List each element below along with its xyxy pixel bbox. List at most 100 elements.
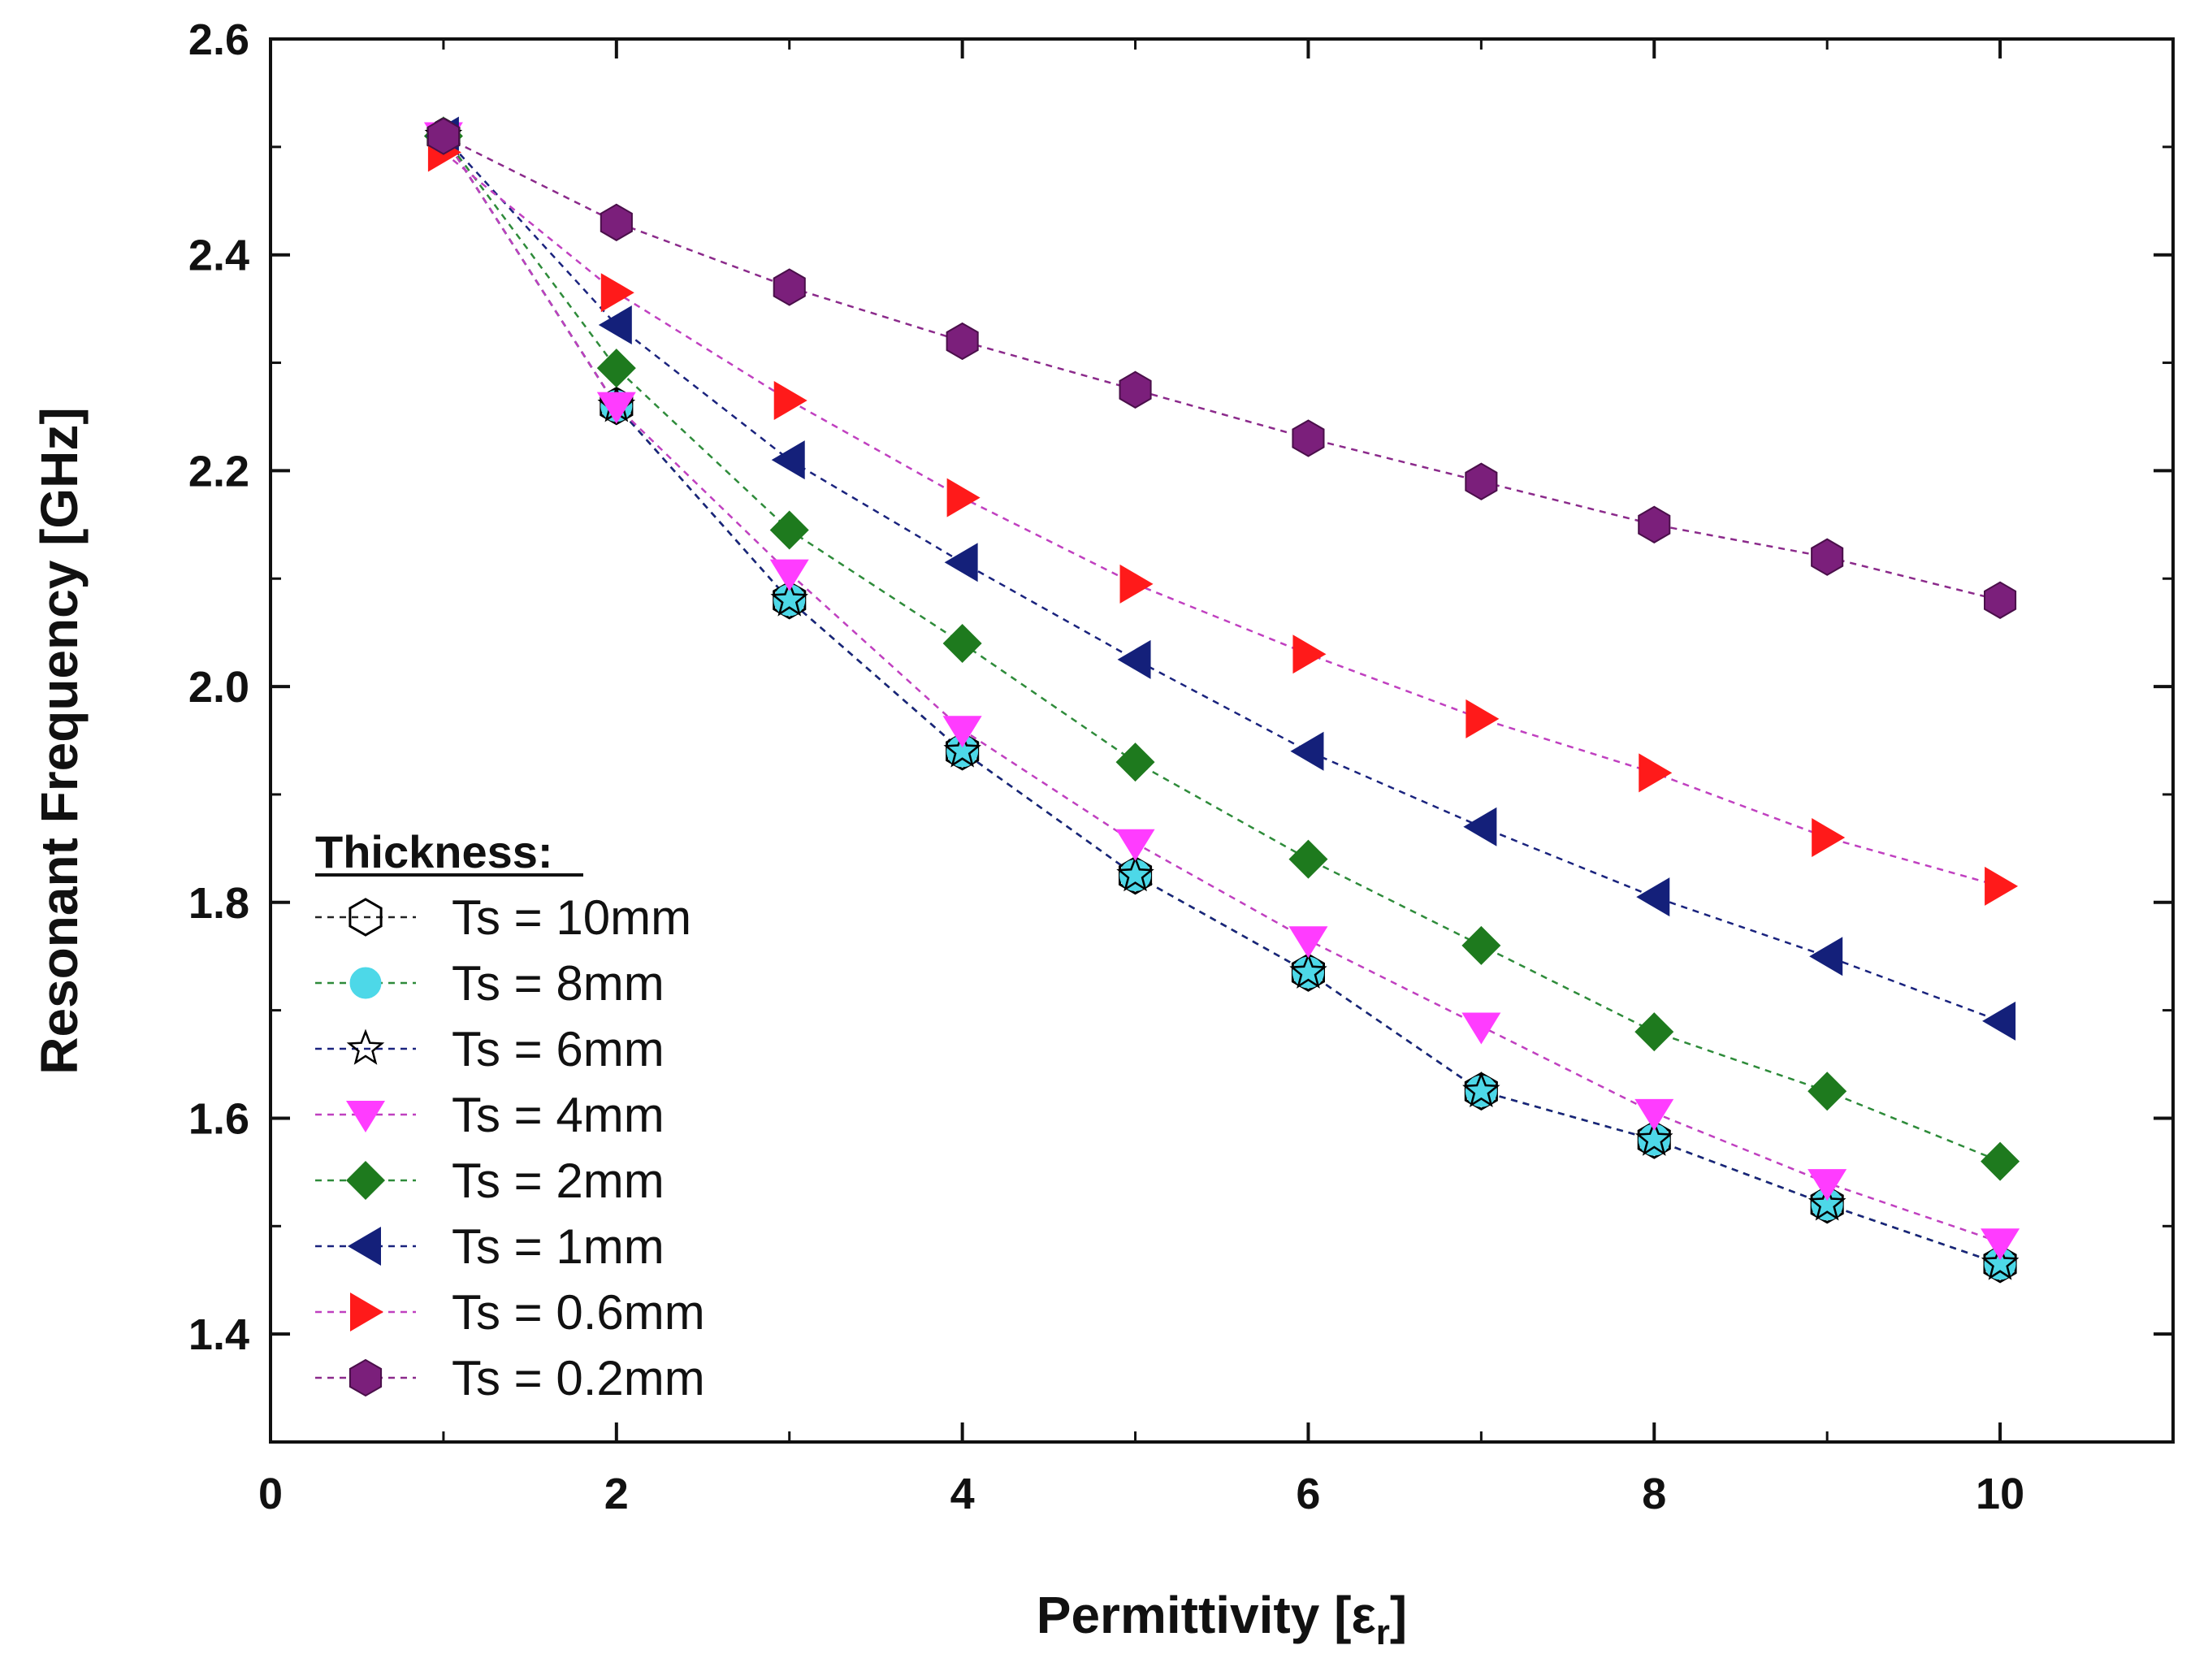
y-tick-label: 2.0	[188, 663, 249, 712]
data-point-ts0-6mm	[773, 381, 807, 421]
data-point-ts4mm	[596, 392, 636, 424]
legend-label: Ts = 8mm	[452, 956, 665, 1011]
data-point-ts0-2mm	[1292, 419, 1325, 457]
data-point-ts10mm	[773, 581, 807, 620]
data-point-ts2mm	[769, 510, 809, 550]
data-point-ts0-2mm	[1984, 581, 2017, 619]
data-point-ts0-6mm	[1639, 753, 1673, 793]
data-point-ts0-6mm	[600, 273, 634, 313]
data-point-ts6mm	[770, 580, 808, 617]
x-axis-title-main: Permittivity [ε	[1037, 1586, 1376, 1644]
data-point-ts6mm	[1116, 855, 1154, 892]
data-point-ts0-2mm	[1119, 370, 1152, 409]
plot-frame	[269, 37, 2175, 1444]
series-line-ts1mm	[442, 135, 2001, 1023]
data-point-ts6mm	[1635, 1119, 1673, 1156]
series-line-ts10mm	[442, 135, 2001, 1265]
y-axis-title: Resonant Frequency [GHz]	[30, 407, 89, 1074]
data-point-ts2mm	[596, 349, 636, 388]
y-tick-label: 1.4	[188, 1310, 249, 1359]
data-point-ts2mm	[942, 623, 982, 663]
legend-marker	[349, 1358, 383, 1397]
data-point-ts10mm	[946, 732, 980, 771]
legend-label: Ts = 6mm	[452, 1022, 665, 1076]
data-point-ts4mm	[1461, 1012, 1501, 1045]
x-tick-label: 6	[1296, 1470, 1320, 1518]
legend-marker	[346, 1161, 385, 1200]
data-point-ts1mm	[1636, 877, 1670, 917]
data-point-ts0-2mm	[1465, 462, 1498, 500]
x-tick-label: 2	[604, 1470, 629, 1518]
data-point-ts10mm	[1810, 1184, 1844, 1224]
data-point-ts6mm	[1462, 1071, 1500, 1107]
series-markers	[423, 116, 2020, 1284]
x-axis-title-sub: r	[1376, 1613, 1390, 1652]
data-point-ts10mm	[1983, 1245, 2017, 1284]
data-point-ts4mm	[1115, 829, 1155, 861]
data-point-ts0-6mm	[946, 478, 981, 517]
data-point-ts1mm	[771, 440, 805, 480]
data-point-ts0-2mm	[426, 117, 460, 155]
data-point-ts0-2mm	[1638, 505, 1671, 543]
x-tick-label: 10	[1976, 1470, 2024, 1518]
y-tick-label: 1.6	[188, 1094, 249, 1143]
legend-marker	[348, 1227, 381, 1266]
series-line-ts0-6mm	[443, 151, 2001, 888]
legend-label: Ts = 4mm	[452, 1088, 665, 1142]
data-point-ts1mm	[1463, 807, 1497, 846]
data-point-ts2mm	[1808, 1072, 1847, 1111]
data-point-ts1mm	[1809, 937, 1843, 976]
x-tick-label: 8	[1642, 1470, 1666, 1518]
legend-label: Ts = 2mm	[452, 1154, 665, 1208]
axis-ticks: 0 2 4 6 8 10 1.4 1.6 1.8 2.0 2.2 2.4 2.6	[188, 15, 2173, 1518]
data-point-ts0-6mm	[1812, 818, 1846, 858]
data-point-ts10mm	[1637, 1120, 1671, 1159]
data-point-ts0-2mm	[946, 322, 979, 361]
data-point-ts1mm	[1290, 731, 1324, 771]
data-point-ts4mm	[769, 559, 809, 591]
legend-marker	[349, 967, 382, 999]
series-line-ts2mm	[442, 135, 2001, 1163]
y-tick-label: 2.2	[188, 447, 249, 496]
legend-label: Ts = 0.2mm	[452, 1351, 705, 1405]
data-point-ts0-6mm	[1985, 866, 2019, 906]
data-point-ts10mm	[1464, 1072, 1498, 1111]
legend-title: Thickness:	[315, 826, 553, 877]
data-point-ts1mm	[1982, 1001, 2016, 1041]
data-point-ts2mm	[1461, 925, 1501, 965]
data-point-ts4mm	[1634, 1098, 1674, 1131]
legend-marker	[350, 1292, 383, 1331]
series-lines	[442, 135, 2001, 1265]
y-tick-label: 2.4	[188, 232, 249, 280]
data-point-ts6mm	[1808, 1184, 1846, 1221]
data-point-ts4mm	[1981, 1228, 2020, 1261]
data-point-ts4mm	[1288, 926, 1328, 959]
data-point-ts0-2mm	[600, 203, 633, 241]
series-line-ts0-2mm	[443, 135, 2001, 602]
legend-label: Ts = 0.6mm	[452, 1285, 705, 1340]
data-point-ts6mm	[1981, 1244, 2020, 1280]
data-point-ts0-6mm	[1119, 564, 1154, 604]
data-point-ts4mm	[1808, 1169, 1847, 1202]
data-point-ts2mm	[1288, 839, 1328, 879]
data-point-ts2mm	[1981, 1141, 2020, 1181]
legend-marker	[346, 1028, 385, 1065]
x-tick-label: 4	[950, 1470, 975, 1518]
x-tick-label: 0	[258, 1470, 283, 1518]
legend-marker	[346, 1101, 385, 1132]
data-point-ts6mm	[1289, 952, 1327, 989]
series-line-ts8mm	[442, 135, 2001, 1265]
data-point-ts0-2mm	[773, 268, 806, 306]
data-point-ts10mm	[1291, 953, 1325, 992]
y-tick-label: 2.6	[188, 15, 249, 64]
y-tick-label: 1.8	[188, 879, 249, 928]
data-point-ts1mm	[1117, 639, 1151, 679]
series-line-ts4mm	[442, 135, 2001, 1244]
data-point-ts1mm	[598, 305, 632, 345]
x-axis-title: Permittivity [εr]	[1037, 1586, 1407, 1652]
data-point-ts1mm	[944, 543, 978, 582]
legend-label: Ts = 1mm	[452, 1219, 665, 1274]
x-axis-title-close: ]	[1390, 1586, 1407, 1644]
legend-marker	[349, 898, 383, 937]
